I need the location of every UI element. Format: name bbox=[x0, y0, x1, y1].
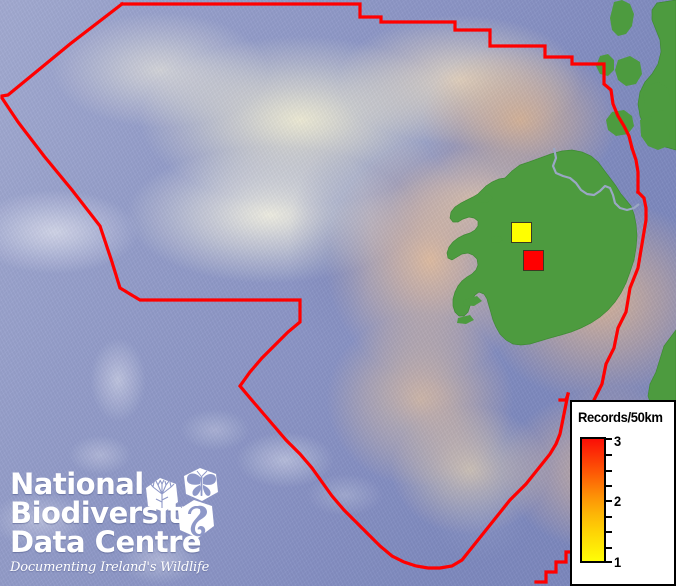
legend-tick-mark bbox=[606, 485, 612, 487]
legend-gradient-bar bbox=[580, 437, 606, 563]
butterfly-icon bbox=[184, 468, 218, 501]
eez-boundary-line-west bbox=[0, 1, 570, 570]
eez-boundary-stepped-north-link bbox=[629, 145, 640, 194]
seahorse-icon bbox=[178, 500, 214, 538]
hebrides-island-c bbox=[615, 56, 642, 86]
ireland-landmass bbox=[446, 149, 638, 346]
valentia-island bbox=[457, 315, 474, 324]
northern-ireland-border bbox=[551, 147, 640, 212]
legend-tick-mark bbox=[606, 454, 612, 456]
aran-islands bbox=[491, 236, 503, 243]
legend-label-max: 3 bbox=[614, 433, 622, 449]
legend-tick-mark bbox=[606, 531, 612, 533]
landmass-group bbox=[446, 0, 676, 541]
hebrides-island-d bbox=[643, 82, 670, 112]
logo-line-3: Data Centre bbox=[10, 525, 202, 559]
hebrides-island-a bbox=[610, 0, 634, 36]
legend-tick-mark bbox=[606, 438, 612, 440]
legend-tick-mark bbox=[606, 516, 612, 518]
record-cell-red[interactable] bbox=[523, 250, 544, 271]
eez-boundary-line bbox=[120, 2, 634, 150]
organisation-logo: National Biodiversity Data Centre Docume… bbox=[10, 467, 230, 580]
logo-tagline: Documenting Ireland's Wildlife bbox=[10, 560, 210, 575]
legend-tick-mark bbox=[606, 470, 612, 472]
legend-tick-mark bbox=[606, 561, 612, 563]
logo-line-1: National bbox=[10, 467, 144, 501]
record-cell-yellow[interactable] bbox=[511, 222, 532, 243]
legend-label-min: 1 bbox=[614, 554, 622, 570]
legend-tick-mark bbox=[606, 547, 612, 549]
achill-island bbox=[478, 193, 493, 203]
eez-boundary-line-southeast bbox=[558, 391, 571, 402]
legend-title: Records/50km bbox=[578, 409, 663, 425]
logo-hexagon-marks bbox=[146, 468, 218, 538]
legend-panel: Records/50km 3 2 1 bbox=[570, 400, 676, 586]
plant-umbel-icon bbox=[146, 478, 178, 512]
dingle-peninsula-tip bbox=[463, 296, 482, 306]
islay-jura-island bbox=[606, 110, 634, 136]
eez-boundary-line-east bbox=[588, 189, 648, 432]
legend-label-mid: 2 bbox=[614, 493, 622, 509]
legend-tick-mark bbox=[606, 500, 612, 502]
kintyre-peninsula bbox=[640, 116, 670, 150]
